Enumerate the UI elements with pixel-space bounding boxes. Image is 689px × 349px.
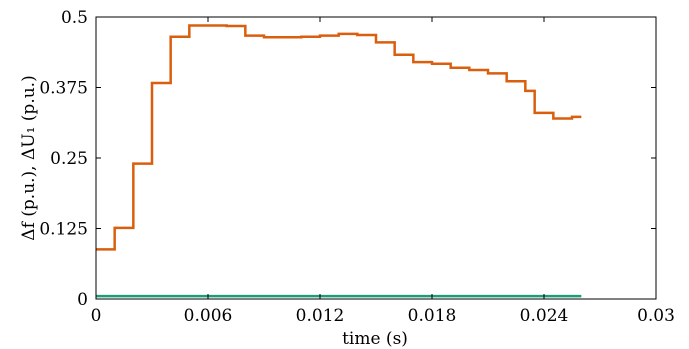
- x-tick-label: 0: [91, 306, 102, 326]
- x-tick-label: 0.024: [520, 306, 569, 326]
- x-tick-label: 0.018: [408, 306, 457, 326]
- y-tick-label: 0: [77, 290, 88, 310]
- y-tick-label: 0.125: [39, 220, 88, 240]
- series-line-1: [96, 24, 582, 251]
- y-axis-label: Δf (p.u.), ΔU₁ (p.u.): [19, 75, 39, 240]
- x-tick-label: 0.03: [637, 306, 675, 326]
- x-tick-label: 0.006: [184, 306, 233, 326]
- plot-area: 0 0.006 0.012 0.018 0.024 0.03 0 0.125 0.25 0.375…: [39, 8, 675, 326]
- y-tick-label: 0.375: [39, 79, 88, 99]
- x-tick-label: 0.012: [296, 306, 345, 326]
- y-tick-label: 0.5: [61, 8, 88, 28]
- y-tick-label: 0.25: [50, 149, 88, 169]
- axes-frame: [95, 16, 657, 300]
- x-axis-label: time (s): [342, 329, 408, 349]
